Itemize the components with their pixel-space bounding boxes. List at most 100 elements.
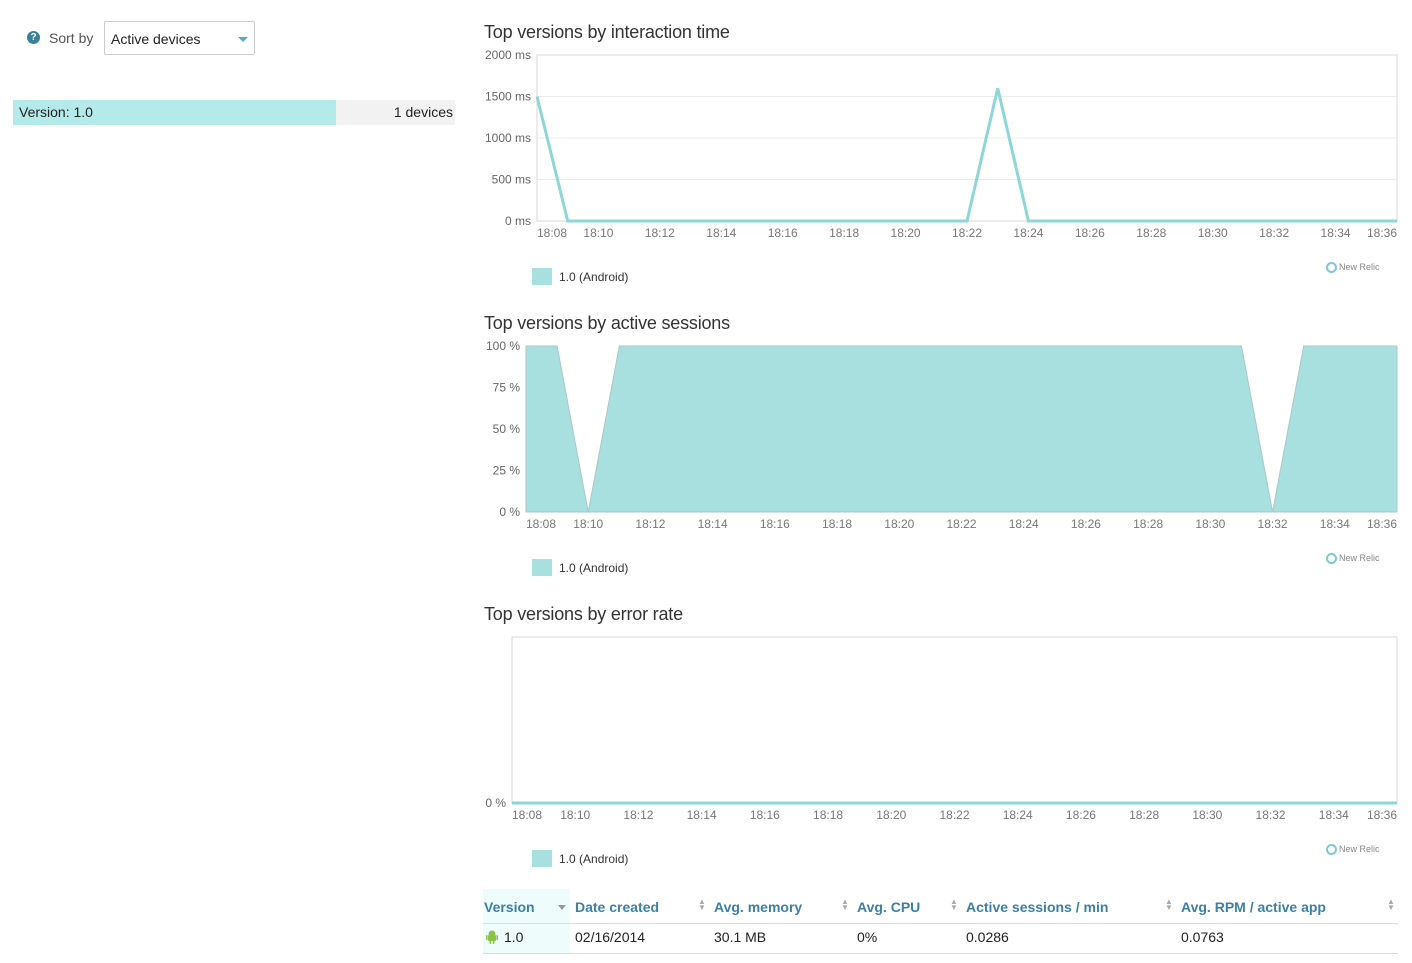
x-tick-label: 18:14: [698, 517, 728, 531]
x-tick-label: 18:20: [884, 517, 914, 531]
version-bar-count: 1 devices: [393, 104, 453, 120]
sort-by-label: Sort by: [49, 30, 94, 46]
sessions-chart-title: Top versions by active sessions: [484, 313, 730, 333]
version-bar-fill: [13, 100, 336, 125]
sort-arrows-icon[interactable]: ▲ ▼: [1387, 897, 1395, 912]
sort-arrows-icon[interactable]: ▲ ▼: [698, 897, 706, 912]
x-tick-label: 18:08: [512, 808, 542, 822]
x-tick-label: 18:08: [526, 517, 556, 531]
x-tick-label: 18:24: [1003, 808, 1033, 822]
new-relic-logo-icon: [1326, 844, 1337, 855]
column-header-active-sessions[interactable]: Active sessions / min: [966, 899, 1109, 915]
sort-arrows-icon[interactable]: ▲ ▼: [841, 897, 849, 912]
chevron-down-icon: [238, 37, 248, 42]
x-tick-label: 18:12: [623, 808, 653, 822]
brand-label: New Relic: [1339, 262, 1380, 272]
x-tick-label: 18:36: [1367, 226, 1397, 240]
x-tick-label: 18:32: [1259, 226, 1289, 240]
sorted-column-highlight: [483, 889, 570, 954]
x-tick-label: 18:30: [1198, 226, 1228, 240]
x-tick-label: 18:26: [1066, 808, 1096, 822]
x-tick-label: 18:32: [1258, 517, 1288, 531]
x-tick-label: 18:14: [687, 808, 717, 822]
y-tick-label: 2000 ms: [485, 48, 531, 62]
legend-label[interactable]: 1.0 (Android): [559, 852, 629, 866]
cell-active-sessions: 0.0286: [966, 929, 1009, 945]
x-tick-label: 18:12: [645, 226, 675, 240]
x-tick-label: 18:36: [1367, 808, 1397, 822]
brand-label: New Relic: [1339, 844, 1380, 854]
x-tick-label: 18:14: [706, 226, 736, 240]
table-row-divider: [483, 953, 1398, 954]
plot-frame: [536, 54, 1398, 222]
sort-desc-icon[interactable]: [558, 905, 566, 910]
x-tick-label: 18:12: [635, 517, 665, 531]
x-tick-label: 18:34: [1320, 517, 1350, 531]
x-tick-label: 18:16: [760, 517, 790, 531]
legend-swatch[interactable]: [532, 268, 552, 285]
y-tick-label: 1500 ms: [485, 90, 531, 104]
x-tick-label: 18:36: [1367, 517, 1397, 531]
x-tick-label: 18:18: [829, 226, 859, 240]
legend-swatch[interactable]: [532, 559, 552, 576]
series-area: [525, 345, 1398, 513]
x-tick-label: 18:10: [573, 517, 603, 531]
y-tick-label: 25 %: [493, 464, 521, 478]
cell-avg-rpm: 0.0763: [1181, 929, 1224, 945]
x-tick-label: 18:16: [750, 808, 780, 822]
column-header-version[interactable]: Version: [484, 899, 535, 915]
cell-version: 1.0: [504, 929, 524, 945]
cell-avg-memory: 30.1 MB: [714, 929, 767, 945]
plot-frame: [511, 636, 1398, 804]
sort-arrows-icon[interactable]: ▲ ▼: [950, 897, 958, 912]
x-tick-label: 18:34: [1319, 808, 1349, 822]
x-tick-label: 18:28: [1136, 226, 1166, 240]
column-header-date-created[interactable]: Date created: [575, 899, 660, 915]
x-tick-label: 18:32: [1256, 808, 1286, 822]
column-header-avg-memory[interactable]: Avg. memory: [714, 899, 803, 915]
x-tick-label: 18:22: [939, 808, 969, 822]
series-line: [535, 87, 1397, 223]
version-bar-row[interactable]: Version: 1.0 1 devices: [13, 100, 455, 125]
y-tick-label: 0 %: [499, 505, 520, 519]
x-tick-label: 18:28: [1129, 808, 1159, 822]
x-tick-label: 18:10: [560, 808, 590, 822]
brand-label: New Relic: [1339, 553, 1380, 563]
android-icon: [486, 930, 498, 944]
y-tick-label: 50 %: [493, 422, 521, 436]
y-tick-label: 500 ms: [492, 173, 531, 187]
y-tick-label: 100 %: [486, 339, 520, 353]
interaction-chart-title: Top versions by interaction time: [484, 22, 730, 42]
column-header-avg-rpm[interactable]: Avg. RPM / active app: [1181, 899, 1326, 915]
cell-date-created: 02/16/2014: [575, 929, 646, 945]
x-tick-label: 18:22: [946, 517, 976, 531]
sort-select[interactable]: Active devices: [104, 21, 255, 55]
x-tick-label: 18:20: [891, 226, 921, 240]
y-tick-label: 0 %: [485, 796, 506, 810]
x-tick-label: 18:24: [1009, 517, 1039, 531]
sort-select-value: Active devices: [111, 31, 201, 47]
x-tick-label: 18:24: [1013, 226, 1043, 240]
y-tick-label: 1000 ms: [485, 131, 531, 145]
column-header-avg-cpu[interactable]: Avg. CPU: [857, 899, 921, 915]
legend-label[interactable]: 1.0 (Android): [559, 270, 629, 284]
x-tick-label: 18:28: [1133, 517, 1163, 531]
x-tick-label: 18:26: [1071, 517, 1101, 531]
x-tick-label: 18:34: [1321, 226, 1351, 240]
x-tick-label: 18:08: [537, 226, 567, 240]
x-tick-label: 18:10: [583, 226, 613, 240]
x-tick-label: 18:30: [1195, 517, 1225, 531]
version-bar-label: Version: 1.0: [19, 104, 93, 120]
x-tick-label: 18:26: [1075, 226, 1105, 240]
x-tick-label: 18:18: [813, 808, 843, 822]
new-relic-logo-icon: [1326, 553, 1337, 564]
legend-swatch[interactable]: [532, 850, 552, 867]
legend-label[interactable]: 1.0 (Android): [559, 561, 629, 575]
x-tick-label: 18:16: [768, 226, 798, 240]
sort-arrows-icon[interactable]: ▲ ▼: [1165, 897, 1173, 912]
new-relic-logo-icon: [1326, 262, 1337, 273]
question-circle-icon[interactable]: ?: [27, 31, 40, 44]
errors-chart-title: Top versions by error rate: [484, 604, 683, 624]
